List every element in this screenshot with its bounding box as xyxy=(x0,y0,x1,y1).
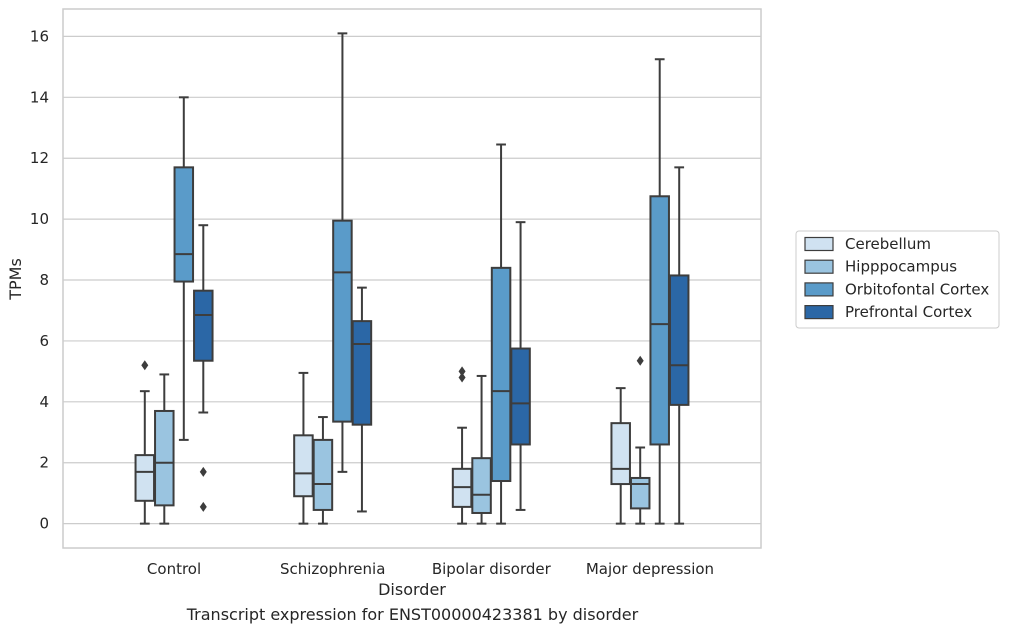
outlier-point xyxy=(458,366,466,377)
box-hipppocampus xyxy=(312,416,334,525)
y-tick-label: 0 xyxy=(39,515,49,533)
box-hipppocampus xyxy=(629,355,651,525)
legend-label: Prefrontal Cortex xyxy=(845,303,972,321)
y-tick-labels: 0 2 4 6 8 10 12 14 16 xyxy=(30,27,49,532)
y-axis-title: TPMs xyxy=(6,258,25,301)
box-body xyxy=(490,266,512,483)
box-body xyxy=(668,274,690,406)
box-orbitofontal-cortex xyxy=(649,58,670,525)
box-body xyxy=(471,457,492,514)
box-cerebellum xyxy=(451,366,473,525)
outlier-point xyxy=(199,501,207,512)
box-body xyxy=(332,219,353,423)
legend-frame xyxy=(795,230,1000,329)
outlier-point xyxy=(458,372,466,383)
x-tick-label: Control xyxy=(147,560,201,578)
legend-swatch xyxy=(804,282,834,297)
box-body xyxy=(173,166,195,283)
box-body xyxy=(610,422,631,486)
legend-label: Hipppocampus xyxy=(845,258,957,276)
legend-swatch xyxy=(804,259,834,274)
box-cerebellum xyxy=(293,371,314,525)
box-cerebellum xyxy=(134,360,156,525)
box-orbitofontal-cortex xyxy=(173,96,195,441)
outlier-point xyxy=(141,360,149,371)
y-tick-label: 10 xyxy=(30,210,49,228)
x-tick-label: Bipolar disorder xyxy=(432,560,552,578)
box-prefrontal-cortex xyxy=(193,224,214,512)
box-orbitofontal-cortex xyxy=(490,143,512,525)
box-body xyxy=(629,476,651,510)
box-prefrontal-cortex xyxy=(668,166,690,525)
legend-swatch xyxy=(804,305,834,320)
box-orbitofontal-cortex xyxy=(332,32,353,473)
box-hipppocampus xyxy=(154,373,175,525)
outlier-point xyxy=(636,355,644,366)
x-tick-label: Schizophrenia xyxy=(280,560,385,578)
box-cerebellum xyxy=(610,387,631,525)
box-body xyxy=(351,320,373,426)
box-body xyxy=(510,347,531,446)
box-prefrontal-cortex xyxy=(510,221,531,511)
box-body xyxy=(649,195,670,446)
box-body xyxy=(293,434,314,498)
y-tick-label: 2 xyxy=(39,454,49,472)
y-tick-label: 14 xyxy=(30,88,49,106)
y-tick-label: 6 xyxy=(39,332,49,350)
outlier-point xyxy=(199,466,207,477)
legend-label: Cerebellum xyxy=(845,235,931,253)
figure-caption: Transcript expression for ENST0000042338… xyxy=(186,605,639,624)
box-prefrontal-cortex xyxy=(351,286,373,513)
y-tick-label: 12 xyxy=(30,149,49,167)
box-body xyxy=(134,454,156,502)
legend-label: Orbitofontal Cortex xyxy=(845,280,989,298)
box-marks xyxy=(134,32,690,525)
x-tick-label: Major depression xyxy=(586,560,714,578)
legend-swatch xyxy=(804,236,834,252)
box-body xyxy=(154,409,175,507)
plot-frame xyxy=(62,8,762,549)
x-axis-title: Disorder xyxy=(378,580,446,599)
box-hipppocampus xyxy=(471,374,492,525)
box-body xyxy=(193,289,214,362)
y-tick-label: 16 xyxy=(30,27,49,45)
y-tick-label: 8 xyxy=(39,271,49,289)
box-body xyxy=(312,438,334,511)
legend: Cerebellum Hipppocampus Orbitofontal Corte… xyxy=(795,230,1000,329)
y-tick-label: 4 xyxy=(39,393,49,411)
x-tick-labels: Control Schizophrenia Bipolar disorder Majo… xyxy=(147,560,714,578)
